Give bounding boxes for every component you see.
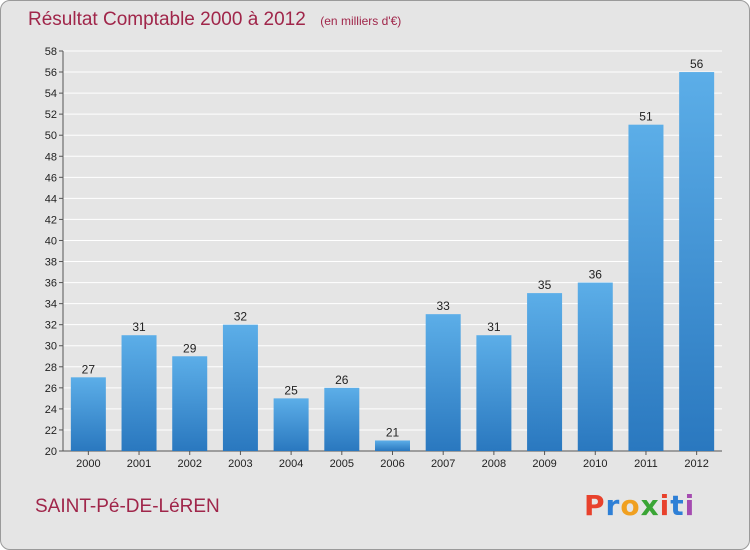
data-label: 26 (335, 373, 349, 387)
bar (324, 387, 360, 451)
bar (476, 335, 512, 451)
y-tick-label: 42 (45, 214, 57, 226)
x-tick-label: 2003 (228, 458, 252, 470)
logo-letter: r (605, 489, 621, 522)
y-tick-label: 56 (45, 67, 57, 79)
x-tick-label: 2009 (532, 458, 556, 470)
y-tick-label: 20 (45, 446, 57, 458)
data-label: 51 (639, 110, 653, 124)
logo-letter: t (670, 489, 685, 522)
data-label: 29 (183, 341, 197, 355)
bar (121, 335, 157, 451)
bar (527, 293, 563, 451)
bar (273, 398, 309, 451)
bar (172, 356, 208, 451)
y-tick-label: 48 (45, 151, 57, 163)
x-tick-label: 2010 (583, 458, 607, 470)
y-tick-label: 58 (45, 46, 57, 58)
data-label: 21 (386, 425, 400, 439)
y-tick-label: 26 (45, 383, 57, 395)
bar (628, 124, 664, 452)
y-tick-label: 22 (45, 425, 57, 437)
x-tick-label: 2001 (127, 458, 151, 470)
y-tick-label: 54 (45, 88, 57, 100)
x-tick-label: 2008 (482, 458, 506, 470)
y-tick-label: 24 (45, 404, 57, 416)
chart-title: Résultat Comptable 2000 à 2012 (28, 9, 306, 30)
bar (679, 72, 715, 451)
data-label: 27 (82, 362, 96, 376)
bar (70, 377, 106, 451)
data-label: 35 (538, 278, 552, 292)
y-tick-label: 32 (45, 320, 57, 332)
y-tick-label: 40 (45, 235, 57, 247)
plot-area (63, 51, 722, 451)
data-label: 56 (690, 57, 704, 71)
logo-letter: P (584, 489, 606, 522)
y-tick-label: 44 (45, 193, 57, 205)
data-label: 36 (589, 268, 603, 282)
data-label: 32 (234, 310, 248, 324)
y-tick-label: 34 (45, 299, 57, 311)
bar (425, 314, 461, 451)
logo-letter: i (659, 489, 671, 522)
logo-letter: o (620, 489, 641, 522)
data-label: 31 (132, 320, 146, 334)
y-tick-label: 38 (45, 257, 57, 269)
commune-name: SAINT-Pé-DE-LéREN (35, 496, 220, 517)
data-label: 25 (284, 383, 298, 397)
y-tick-label: 28 (45, 362, 57, 374)
bar (375, 440, 410, 451)
x-tick-label: 2000 (76, 458, 100, 470)
x-tick-label: 2002 (177, 458, 201, 470)
x-tick-label: 2007 (431, 458, 455, 470)
y-tick-label: 36 (45, 278, 57, 290)
x-tick-label: 2011 (634, 458, 658, 470)
chart-title-row: Résultat Comptable 2000 à 2012 (en milli… (28, 9, 401, 31)
bar (577, 282, 613, 451)
logo-letter: i (684, 489, 696, 522)
data-label: 31 (487, 320, 501, 334)
y-tick-label: 52 (45, 109, 57, 121)
y-tick-label: 30 (45, 341, 57, 353)
proxiti-logo[interactable]: Proxiti (584, 489, 695, 522)
y-tick-label: 50 (45, 130, 57, 142)
y-tick-label: 46 (45, 172, 57, 184)
x-tick-label: 2012 (684, 458, 708, 470)
x-tick-label: 2005 (330, 458, 354, 470)
bar (222, 324, 258, 451)
x-tick-label: 2006 (380, 458, 404, 470)
chart-subtitle: (en milliers d'€) (320, 14, 402, 28)
logo-letter: x (640, 489, 660, 522)
data-label: 33 (437, 299, 451, 313)
x-tick-label: 2004 (279, 458, 303, 470)
